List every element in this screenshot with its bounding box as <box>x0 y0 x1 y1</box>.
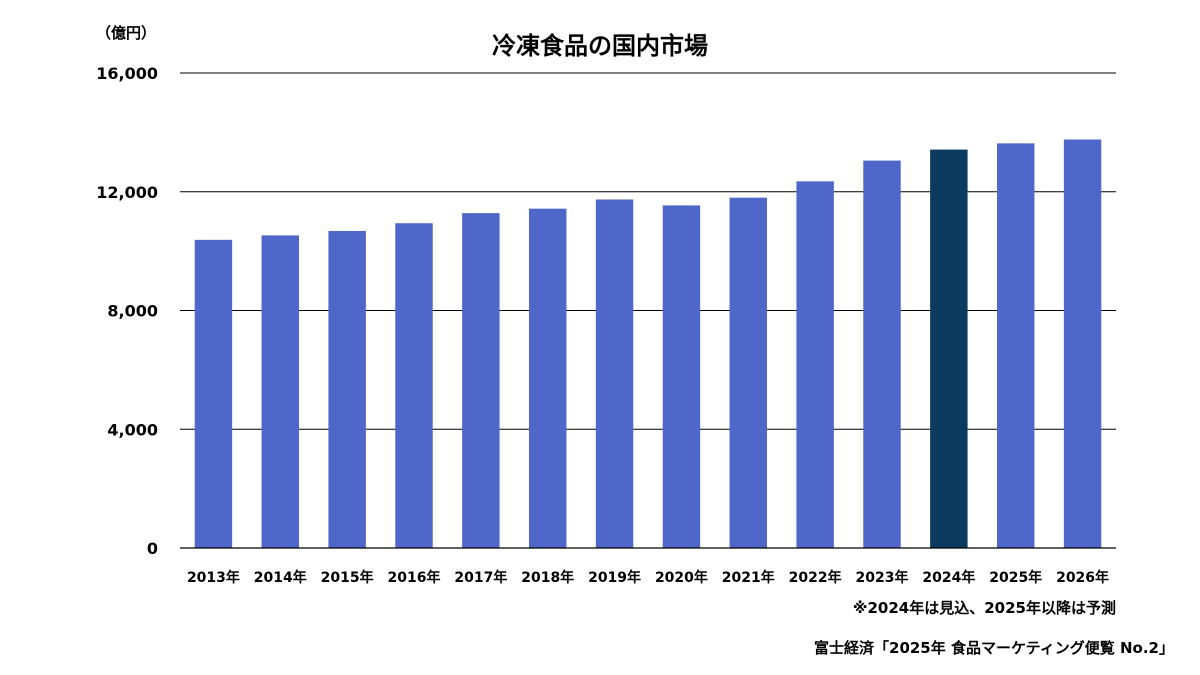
bar-2019年 <box>595 199 634 548</box>
x-tick-label: 2023年 <box>856 569 909 586</box>
x-tick-label: 2013年 <box>187 569 240 586</box>
bar-2025年 <box>996 143 1035 548</box>
x-tick-label: 2025年 <box>989 569 1042 586</box>
y-tick-label: 16,000 <box>96 64 158 83</box>
bar-2018年 <box>528 208 567 548</box>
bar-2021年 <box>729 197 768 548</box>
x-tick-label: 2016年 <box>388 569 441 586</box>
bar-2022年 <box>796 181 834 548</box>
bar-2023年 <box>863 160 901 548</box>
chart-source: 富士経済「2025年 食品マーケティング便覧 No.2」 <box>814 639 1174 657</box>
y-tick-label: 12,000 <box>96 183 158 202</box>
bar-2016年 <box>395 223 433 548</box>
x-tick-label: 2026年 <box>1056 569 1109 586</box>
bar-2026年 <box>1063 139 1102 548</box>
x-tick-label: 2021年 <box>722 569 775 586</box>
bar-2020年 <box>662 205 701 548</box>
bar-2024年 <box>930 149 968 548</box>
bar-2014年 <box>261 235 300 548</box>
x-tick-label: 2022年 <box>789 569 842 586</box>
x-tick-label: 2024年 <box>922 569 975 586</box>
x-tick-label: 2015年 <box>321 569 374 586</box>
x-tick-label: 2020年 <box>655 569 708 586</box>
y-tick-label: 4,000 <box>107 420 158 439</box>
x-tick-label: 2018年 <box>521 569 574 586</box>
bar-2013年 <box>194 239 233 548</box>
chart-note: ※2024年は見込、2025年以降は予測 <box>852 599 1116 617</box>
y-axis-unit-label: （億円） <box>96 24 157 42</box>
bar-2015年 <box>328 230 366 548</box>
y-tick-label: 8,000 <box>107 302 158 321</box>
x-tick-label: 2017年 <box>454 569 507 586</box>
chart-title: 冷凍食品の国内市場 <box>492 32 708 60</box>
y-tick-label: 0 <box>147 539 158 558</box>
x-tick-label: 2019年 <box>588 569 641 586</box>
x-tick-label: 2014年 <box>254 569 307 586</box>
bar-2017年 <box>462 213 500 548</box>
